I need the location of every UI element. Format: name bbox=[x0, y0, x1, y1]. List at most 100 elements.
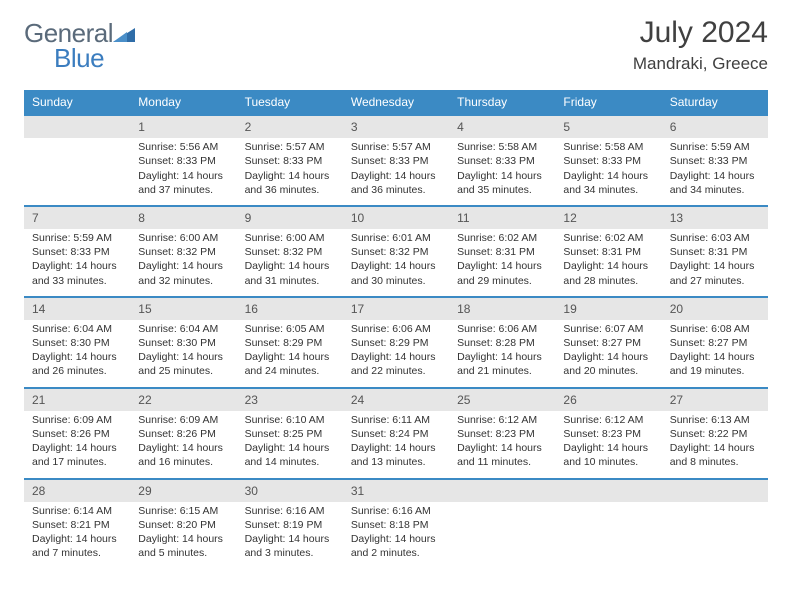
day-number-cell: 3 bbox=[343, 115, 449, 138]
day-number: 7 bbox=[24, 207, 130, 229]
day-number-cell: 20 bbox=[662, 297, 768, 320]
day-number: 15 bbox=[130, 298, 236, 320]
day-number-cell: 29 bbox=[130, 479, 236, 502]
day-cell: Sunrise: 6:04 AMSunset: 8:30 PMDaylight:… bbox=[130, 320, 236, 388]
day-cell: Sunrise: 5:59 AMSunset: 8:33 PMDaylight:… bbox=[662, 138, 768, 206]
day-number-cell: 15 bbox=[130, 297, 236, 320]
day-number-cell: 8 bbox=[130, 206, 236, 229]
weekday-header: Thursday bbox=[449, 90, 555, 115]
day-number-row: 14151617181920 bbox=[24, 297, 768, 320]
day-body-row: Sunrise: 6:14 AMSunset: 8:21 PMDaylight:… bbox=[24, 502, 768, 569]
daylight-line: Daylight: 14 hours and 14 minutes. bbox=[245, 441, 335, 469]
sunset-line: Sunset: 8:28 PM bbox=[457, 336, 547, 350]
day-number: 12 bbox=[555, 207, 661, 229]
sunrise-line: Sunrise: 6:15 AM bbox=[138, 504, 228, 518]
day-number-cell: 17 bbox=[343, 297, 449, 320]
sunrise-line: Sunrise: 6:11 AM bbox=[351, 413, 441, 427]
header: General Blue July 2024 Mandraki, Greece bbox=[24, 18, 768, 80]
sunrise-line: Sunrise: 6:13 AM bbox=[670, 413, 760, 427]
weekday-header: Wednesday bbox=[343, 90, 449, 115]
day-number-cell: 13 bbox=[662, 206, 768, 229]
daylight-line: Daylight: 14 hours and 20 minutes. bbox=[563, 350, 653, 378]
daylight-line: Daylight: 14 hours and 36 minutes. bbox=[245, 169, 335, 197]
sunrise-line: Sunrise: 6:16 AM bbox=[351, 504, 441, 518]
title-block: July 2024 Mandraki, Greece bbox=[633, 18, 768, 74]
day-cell bbox=[555, 502, 661, 569]
day-cell: Sunrise: 6:12 AMSunset: 8:23 PMDaylight:… bbox=[449, 411, 555, 479]
sunset-line: Sunset: 8:27 PM bbox=[563, 336, 653, 350]
day-cell: Sunrise: 6:08 AMSunset: 8:27 PMDaylight:… bbox=[662, 320, 768, 388]
daylight-line: Daylight: 14 hours and 11 minutes. bbox=[457, 441, 547, 469]
daylight-line: Daylight: 14 hours and 28 minutes. bbox=[563, 259, 653, 287]
daylight-line: Daylight: 14 hours and 22 minutes. bbox=[351, 350, 441, 378]
daylight-line: Daylight: 14 hours and 16 minutes. bbox=[138, 441, 228, 469]
day-cell: Sunrise: 6:14 AMSunset: 8:21 PMDaylight:… bbox=[24, 502, 130, 569]
day-number: 21 bbox=[24, 389, 130, 411]
sunset-line: Sunset: 8:33 PM bbox=[670, 154, 760, 168]
day-number: 8 bbox=[130, 207, 236, 229]
calendar-body: 123456Sunrise: 5:56 AMSunset: 8:33 PMDay… bbox=[24, 115, 768, 568]
daylight-line: Daylight: 14 hours and 21 minutes. bbox=[457, 350, 547, 378]
daylight-line: Daylight: 14 hours and 17 minutes. bbox=[32, 441, 122, 469]
day-number-cell: 23 bbox=[237, 388, 343, 411]
day-number: 1 bbox=[130, 116, 236, 138]
sunrise-line: Sunrise: 6:16 AM bbox=[245, 504, 335, 518]
day-number-cell: 19 bbox=[555, 297, 661, 320]
day-number-cell: 12 bbox=[555, 206, 661, 229]
sunset-line: Sunset: 8:33 PM bbox=[351, 154, 441, 168]
day-number-cell: 10 bbox=[343, 206, 449, 229]
day-number-cell: 22 bbox=[130, 388, 236, 411]
day-cell: Sunrise: 6:13 AMSunset: 8:22 PMDaylight:… bbox=[662, 411, 768, 479]
daylight-line: Daylight: 14 hours and 3 minutes. bbox=[245, 532, 335, 560]
day-body-row: Sunrise: 6:09 AMSunset: 8:26 PMDaylight:… bbox=[24, 411, 768, 479]
day-cell: Sunrise: 6:10 AMSunset: 8:25 PMDaylight:… bbox=[237, 411, 343, 479]
day-number-row: 123456 bbox=[24, 115, 768, 138]
sunset-line: Sunset: 8:29 PM bbox=[351, 336, 441, 350]
weekday-header: Saturday bbox=[662, 90, 768, 115]
daylight-line: Daylight: 14 hours and 33 minutes. bbox=[32, 259, 122, 287]
sunset-line: Sunset: 8:33 PM bbox=[245, 154, 335, 168]
day-body-row: Sunrise: 6:04 AMSunset: 8:30 PMDaylight:… bbox=[24, 320, 768, 388]
sunrise-line: Sunrise: 6:02 AM bbox=[457, 231, 547, 245]
sunset-line: Sunset: 8:30 PM bbox=[138, 336, 228, 350]
day-number: 2 bbox=[237, 116, 343, 138]
sunrise-line: Sunrise: 6:06 AM bbox=[351, 322, 441, 336]
daylight-line: Daylight: 14 hours and 2 minutes. bbox=[351, 532, 441, 560]
weekday-header: Sunday bbox=[24, 90, 130, 115]
sunset-line: Sunset: 8:30 PM bbox=[32, 336, 122, 350]
weekday-header: Tuesday bbox=[237, 90, 343, 115]
sunset-line: Sunset: 8:32 PM bbox=[351, 245, 441, 259]
daylight-line: Daylight: 14 hours and 35 minutes. bbox=[457, 169, 547, 197]
day-cell: Sunrise: 5:57 AMSunset: 8:33 PMDaylight:… bbox=[343, 138, 449, 206]
day-number-cell: 2 bbox=[237, 115, 343, 138]
day-cell bbox=[449, 502, 555, 569]
daylight-line: Daylight: 14 hours and 8 minutes. bbox=[670, 441, 760, 469]
day-cell bbox=[24, 138, 130, 206]
sunset-line: Sunset: 8:26 PM bbox=[32, 427, 122, 441]
day-cell: Sunrise: 6:06 AMSunset: 8:29 PMDaylight:… bbox=[343, 320, 449, 388]
day-number-cell: 11 bbox=[449, 206, 555, 229]
day-number: 31 bbox=[343, 480, 449, 502]
day-number: 6 bbox=[662, 116, 768, 138]
logo: General Blue bbox=[24, 18, 135, 80]
day-cell: Sunrise: 6:09 AMSunset: 8:26 PMDaylight:… bbox=[130, 411, 236, 479]
sunset-line: Sunset: 8:29 PM bbox=[245, 336, 335, 350]
day-number-cell: 16 bbox=[237, 297, 343, 320]
day-number: 18 bbox=[449, 298, 555, 320]
sunrise-line: Sunrise: 5:57 AM bbox=[351, 140, 441, 154]
weekday-header: Monday bbox=[130, 90, 236, 115]
calendar-table: Sunday Monday Tuesday Wednesday Thursday… bbox=[24, 90, 768, 568]
daylight-line: Daylight: 14 hours and 24 minutes. bbox=[245, 350, 335, 378]
day-cell: Sunrise: 6:09 AMSunset: 8:26 PMDaylight:… bbox=[24, 411, 130, 479]
day-number: 14 bbox=[24, 298, 130, 320]
sunrise-line: Sunrise: 6:09 AM bbox=[138, 413, 228, 427]
day-number: 28 bbox=[24, 480, 130, 502]
sunset-line: Sunset: 8:27 PM bbox=[670, 336, 760, 350]
day-number-cell: 5 bbox=[555, 115, 661, 138]
day-cell: Sunrise: 6:07 AMSunset: 8:27 PMDaylight:… bbox=[555, 320, 661, 388]
daylight-line: Daylight: 14 hours and 7 minutes. bbox=[32, 532, 122, 560]
day-number: 5 bbox=[555, 116, 661, 138]
sunset-line: Sunset: 8:23 PM bbox=[457, 427, 547, 441]
sunrise-line: Sunrise: 6:03 AM bbox=[670, 231, 760, 245]
sunset-line: Sunset: 8:26 PM bbox=[138, 427, 228, 441]
